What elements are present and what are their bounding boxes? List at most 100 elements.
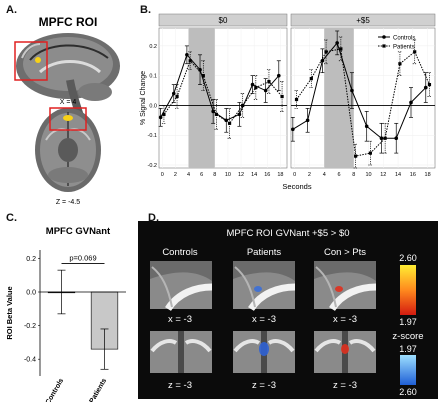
slice-controls-sagittal (150, 261, 213, 312)
b-point-controls (171, 91, 176, 96)
axial-brain-image (35, 108, 101, 192)
panel-d-brain-maps: MPFC ROI GVNant +$5 > $0 Controls Patien… (138, 221, 438, 399)
b-x-tick-label: 8 (352, 172, 355, 178)
b-point-controls (409, 100, 413, 105)
b-y-tick-label: -0.2 (148, 163, 157, 169)
b-x-tick-label: 12 (380, 172, 386, 178)
panel-label-d: D. (148, 212, 159, 224)
b-y-tick-label: 0.2 (149, 44, 157, 50)
b-y-axis-label: % Signal Change (140, 71, 147, 125)
b-series-line-controls (292, 41, 427, 139)
row1-label-con-gt-pts: x = -3 (333, 314, 357, 325)
row2-label-controls: z = -3 (168, 380, 192, 391)
b-legend-marker-patients (382, 44, 386, 48)
b-point-controls (276, 73, 281, 78)
b-legend-marker-controls (382, 35, 386, 39)
axial-roi-marker (63, 115, 73, 121)
b-point-controls (291, 127, 295, 132)
b-x-tick-label: 0 (161, 172, 164, 178)
b-series-line-controls (160, 53, 280, 121)
b-point-patients (309, 77, 313, 81)
slice-controls-axial (150, 331, 212, 373)
b-point-patients (324, 50, 328, 54)
b-legend-label-patients: Patients (393, 45, 415, 51)
b-x-tick-label: 18 (425, 172, 431, 178)
panel-a-z-label: Z = -4.5 (56, 199, 80, 206)
colorbar-hot-max: 2.60 (399, 253, 417, 263)
b-point-patients (241, 103, 245, 108)
panel-a-x-label: X = 4 (60, 99, 77, 106)
c-y-axis-label: ROI Beta Value (5, 286, 14, 339)
b-facet-strip (290, 13, 436, 27)
slice-con-gt-pts-sagittal (314, 261, 377, 312)
b-point-patients (254, 85, 258, 90)
sagittal-roi-box (14, 41, 48, 81)
b-facet-label: $0 (219, 16, 228, 25)
b-point-patients (383, 136, 387, 140)
colorbar-hot-min: 1.97 (399, 317, 417, 327)
b-point-patients (398, 62, 402, 66)
b-point-controls (364, 124, 369, 129)
slice-patients-axial (233, 331, 295, 373)
b-x-tick-label: 10 (365, 172, 371, 178)
panel-a-brain-figure: MPFC ROI X = 4 Z = -4.5 (14, 15, 120, 206)
b-point-controls (394, 136, 399, 141)
row2-label-patients: z = -3 (252, 380, 276, 391)
b-x-tick-label: 0 (293, 172, 296, 178)
panel-b-timecourse-chart: % Signal Change -0.2 -0.1 0.0 0.1 0.2 $0 0 2 4 6 8 1… (140, 13, 436, 191)
b-point-patients (188, 59, 192, 63)
slice-patients-sagittal (233, 261, 296, 312)
c-annotation: p=0.069 (69, 253, 96, 262)
b-point-controls (350, 88, 354, 93)
b-point-controls (185, 53, 189, 57)
b-x-tick-label: 8 (213, 172, 216, 178)
panel-label-c: C. (6, 212, 17, 224)
c-y-tick-label: 0.0 (26, 290, 36, 297)
b-x-tick-label: 2 (174, 172, 177, 178)
b-x-tick-label: 4 (187, 172, 190, 178)
b-point-patients (339, 47, 343, 51)
c-y-tick-label: -0.2 (24, 323, 36, 330)
slice-con-gt-pts-axial (314, 331, 376, 373)
b-x-tick-label: 14 (395, 172, 401, 178)
b-point-controls (211, 109, 215, 114)
colorbar-cool-min: 1.97 (399, 344, 417, 354)
panel-d-figure: MPFC ROI GVNant +$5 > $0 Controls Patien… (150, 228, 424, 397)
b-facet-label: +$5 (356, 16, 370, 25)
b-point-patients (427, 82, 432, 87)
b-point-patients (413, 50, 417, 54)
b-x-tick-label: 6 (200, 172, 203, 178)
colorbar-hot (400, 265, 416, 315)
panel-c-bar-chart: MPFC GVNant ROI Beta Value 0.2 0.0 -0.2 -0.4 C… (5, 226, 126, 402)
b-y-tick-label: 0.0 (149, 103, 157, 109)
b-point-patients (162, 112, 166, 116)
b-shaded-region (324, 28, 354, 168)
c-title: MPFC GVNant (46, 226, 111, 237)
b-x-tick-label: 2 (308, 172, 311, 178)
b-point-controls (423, 85, 428, 90)
c-category-label: Patients (89, 377, 109, 402)
b-x-tick-label: 12 (238, 172, 244, 178)
b-x-tick-label: 16 (264, 172, 270, 178)
panel-a-title: MPFC ROI (39, 15, 98, 29)
b-point-patients (294, 97, 299, 102)
c-y-tick-label: 0.2 (26, 256, 36, 263)
b-point-controls (263, 88, 268, 93)
b-facet-strip (158, 13, 288, 27)
b-series-line-patients (296, 48, 430, 157)
panel-d-title: MPFC ROI GVNant +$5 > $0 (226, 228, 349, 239)
row1-label-patients: x = -3 (252, 314, 276, 325)
b-point-patients (201, 74, 205, 78)
colorbar-title: z-score (392, 331, 423, 342)
b-x-tick-label: 10 (225, 172, 231, 178)
b-point-patients (368, 151, 372, 155)
b-y-tick-label: -0.1 (148, 133, 157, 139)
b-x-tick-label: 4 (323, 172, 326, 178)
b-point-patients (280, 94, 284, 99)
sagittal-roi-marker (35, 57, 41, 63)
b-x-tick-label: 6 (337, 172, 340, 178)
b-point-controls (250, 82, 255, 87)
b-point-controls (305, 118, 310, 123)
b-point-patients (267, 80, 271, 84)
b-point-patients (227, 121, 232, 125)
